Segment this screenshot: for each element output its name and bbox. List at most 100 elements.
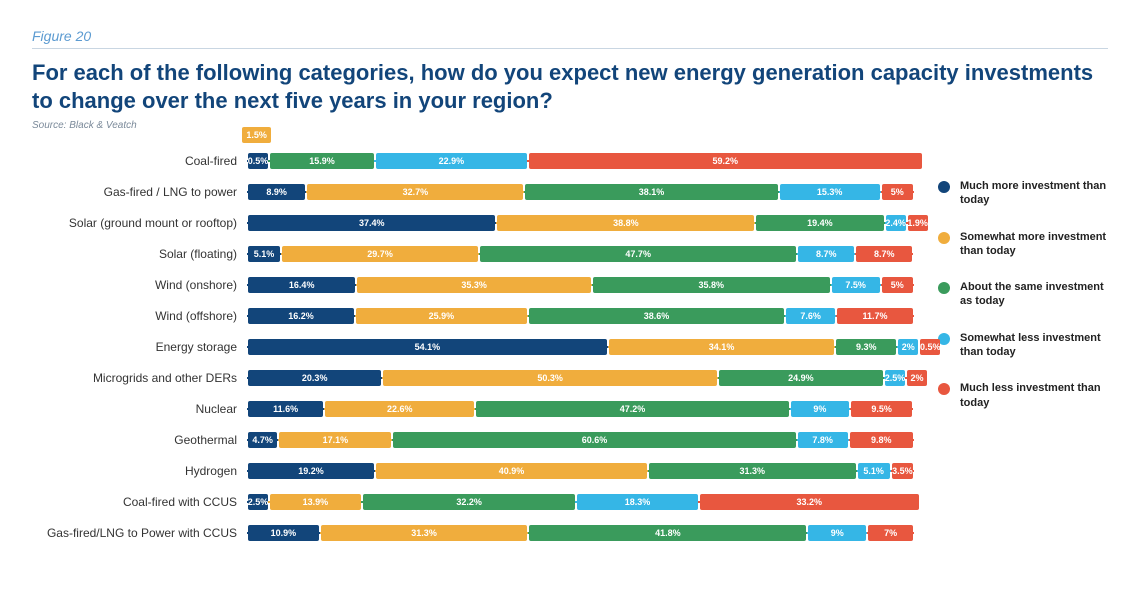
value-tag: 5.1% (858, 463, 890, 479)
bar: 19.2%40.9%31.3%5.1%3.5% (247, 455, 914, 486)
legend-item: About the same investment as today (938, 280, 1108, 309)
value-tag: 8.7% (856, 246, 912, 262)
row-label: Geothermal (32, 433, 247, 447)
chart-row: Wind (offshore)16.2%25.9%38.6%7.6%11.7% (32, 300, 914, 331)
value-tag: 60.6% (393, 432, 795, 448)
value-tag: 15.3% (780, 184, 880, 200)
value-tag: 35.8% (593, 277, 830, 293)
chart-row: Solar (floating)5.1%29.7%47.7%8.7%8.7% (32, 238, 914, 269)
value-tag: 7% (868, 525, 913, 541)
value-tag: 16.2% (248, 308, 354, 324)
bar-tags: 0.5%1.5%15.9%22.9%59.2% (247, 145, 914, 176)
value-tag: 32.2% (363, 494, 576, 510)
value-tag: 18.3% (577, 494, 697, 510)
row-label: Nuclear (32, 402, 247, 416)
value-tag: 35.3% (357, 277, 590, 293)
value-tag: 11.6% (248, 401, 323, 417)
bar-tags: 16.2%25.9%38.6%7.6%11.7% (247, 300, 914, 331)
value-tag: 34.1% (609, 339, 834, 355)
value-tag: 7.5% (832, 277, 880, 293)
bar-tags: 8.9%32.7%38.1%15.3%5% (247, 176, 914, 207)
value-tag: 9.8% (850, 432, 913, 448)
legend-label: Somewhat less investment than today (960, 331, 1108, 360)
bar-tags: 20.3%50.3%24.9%2.5%2% (247, 362, 914, 393)
value-tag: 25.9% (356, 308, 527, 324)
chart-row: Microgrids and other DERs20.3%50.3%24.9%… (32, 362, 914, 393)
value-tag: 20.3% (248, 370, 381, 386)
value-tag: 37.4% (248, 215, 495, 231)
value-tag: 15.9% (270, 153, 374, 169)
legend-item: Somewhat less investment than today (938, 331, 1108, 360)
value-tag: 5% (882, 277, 913, 293)
value-tag: 17.1% (279, 432, 391, 448)
value-tag: 8.9% (248, 184, 305, 200)
value-tag: 38.8% (497, 215, 754, 231)
bar: 16.4%35.3%35.8%7.5%5% (247, 269, 914, 300)
chart-row: Hydrogen19.2%40.9%31.3%5.1%3.5% (32, 455, 914, 486)
row-label: Solar (floating) (32, 247, 247, 261)
bar-tags: 10.9%31.3%41.8%9%7% (247, 517, 914, 548)
legend-dot (938, 181, 950, 193)
value-tag: 0.5% (920, 339, 940, 355)
value-tag: 2% (898, 339, 918, 355)
row-label: Coal-fired with CCUS (32, 495, 247, 509)
bar-tags: 19.2%40.9%31.3%5.1%3.5% (247, 455, 914, 486)
chart-title: For each of the following categories, ho… (32, 59, 1108, 114)
row-label: Coal-fired (32, 154, 247, 168)
value-tag: 9% (791, 401, 849, 417)
value-tag: 8.7% (798, 246, 854, 262)
value-tag: 0.5% (248, 153, 268, 169)
bar-tags: 16.4%35.3%35.8%7.5%5% (247, 269, 914, 300)
value-tag: 2.4% (886, 215, 906, 231)
bar: 8.9%32.7%38.1%15.3%5% (247, 176, 914, 207)
chart-row: Wind (onshore)16.4%35.3%35.8%7.5%5% (32, 269, 914, 300)
chart-row: Coal-fired with CCUS2.5%13.9%32.2%18.3%3… (32, 486, 914, 517)
value-tag: 47.7% (480, 246, 796, 262)
bar-tags: 54.1%34.1%9.3%2%0.5% (247, 331, 914, 362)
value-tag: 7.8% (798, 432, 848, 448)
value-tag: 1.5% (242, 127, 271, 143)
value-tag: 2.5% (885, 370, 905, 386)
row-label: Hydrogen (32, 464, 247, 478)
value-tag: 32.7% (307, 184, 523, 200)
row-label: Wind (offshore) (32, 309, 247, 323)
legend-label: Somewhat more investment than today (960, 230, 1108, 259)
value-tag: 33.2% (700, 494, 919, 510)
value-tag: 19.2% (248, 463, 374, 479)
value-tag: 38.1% (525, 184, 777, 200)
bar: 54.1%34.1%9.3%2%0.5% (247, 331, 914, 362)
value-tag: 31.3% (649, 463, 856, 479)
value-tag: 24.9% (719, 370, 883, 386)
chart-row: Nuclear11.6%22.6%47.2%9%9.5% (32, 393, 914, 424)
figure-label: Figure 20 (32, 28, 1108, 49)
bar-tags: 2.5%13.9%32.2%18.3%33.2% (247, 486, 914, 517)
chart-row: Geothermal4.7%17.1%60.6%7.8%9.8% (32, 424, 914, 455)
value-tag: 50.3% (383, 370, 717, 386)
value-tag: 9% (808, 525, 866, 541)
bar-tags: 4.7%17.1%60.6%7.8%9.8% (247, 424, 914, 455)
value-tag: 3.5% (892, 463, 913, 479)
stacked-bar-chart: Coal-fired0.5%1.5%15.9%22.9%59.2% Gas-fir… (32, 145, 914, 548)
legend-item: Somewhat more investment than today (938, 230, 1108, 259)
chart-row: Energy storage54.1%34.1%9.3%2%0.5% (32, 331, 914, 362)
value-tag: 2.5% (248, 494, 268, 510)
value-tag: 41.8% (529, 525, 806, 541)
legend-label: Much more investment than today (960, 179, 1108, 208)
bar: 16.2%25.9%38.6%7.6%11.7% (247, 300, 914, 331)
legend-label: Much less investment than today (960, 381, 1108, 410)
value-tag: 1.9% (908, 215, 928, 231)
bar-tags: 11.6%22.6%47.2%9%9.5% (247, 393, 914, 424)
value-tag: 29.7% (282, 246, 478, 262)
row-label: Gas-fired/LNG to Power with CCUS (32, 526, 247, 540)
value-tag: 19.4% (756, 215, 883, 231)
value-tag: 54.1% (248, 339, 607, 355)
value-tag: 10.9% (248, 525, 319, 541)
row-label: Wind (onshore) (32, 278, 247, 292)
value-tag: 47.2% (476, 401, 789, 417)
value-tag: 4.7% (248, 432, 277, 448)
legend-item: Much less investment than today (938, 381, 1108, 410)
value-tag: 59.2% (529, 153, 922, 169)
bar: 2.5%13.9%32.2%18.3%33.2% (247, 486, 914, 517)
row-label: Solar (ground mount or rooftop) (32, 216, 247, 230)
legend: Much more investment than today Somewhat … (938, 145, 1108, 432)
